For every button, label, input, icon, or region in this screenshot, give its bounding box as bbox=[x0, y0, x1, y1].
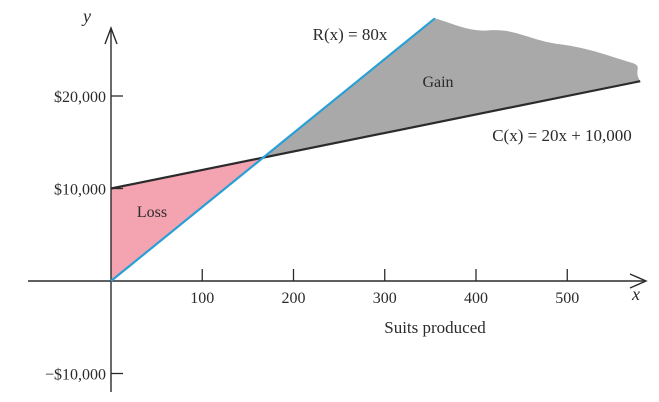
revenue-series-label: R(x) = 80x bbox=[313, 25, 388, 44]
revenue-line bbox=[110, 17, 436, 282]
y-ticks: −$10,000 $10,000 $20,000 bbox=[45, 89, 123, 384]
axes-layer: 100 200 300 400 500 −$10,000 $10,000 $20,000 bbox=[28, 26, 648, 392]
gain-region bbox=[263, 18, 641, 158]
x-axis-symbol: x bbox=[631, 284, 640, 304]
x-tick-label: 200 bbox=[282, 290, 306, 307]
y-tick-label: $20,000 bbox=[54, 89, 106, 106]
y-axis-arrow-icon bbox=[104, 26, 118, 45]
cost-line bbox=[110, 80, 641, 190]
x-axis-label: Suits produced bbox=[384, 318, 486, 337]
cost-series-label: C(x) = 20x + 10,000 bbox=[492, 126, 632, 145]
y-tick-label: −$10,000 bbox=[45, 367, 106, 384]
x-axis-arrow-icon bbox=[629, 273, 648, 289]
x-tick-label: 400 bbox=[464, 290, 488, 307]
x-ticks: 100 200 300 400 500 bbox=[190, 269, 579, 307]
series-layer bbox=[110, 17, 641, 282]
regions-layer bbox=[111, 18, 641, 281]
gain-region-label: Gain bbox=[422, 74, 453, 91]
x-tick-label: 300 bbox=[373, 290, 397, 307]
x-tick-label: 500 bbox=[555, 290, 579, 307]
text-layer: y x Suits produced R(x) = 80x C(x) = 20x… bbox=[81, 6, 640, 337]
loss-region-label: Loss bbox=[137, 204, 167, 221]
y-axis-symbol: y bbox=[81, 6, 91, 26]
y-tick-label: $10,000 bbox=[54, 182, 106, 199]
x-tick-label: 100 bbox=[190, 290, 214, 307]
